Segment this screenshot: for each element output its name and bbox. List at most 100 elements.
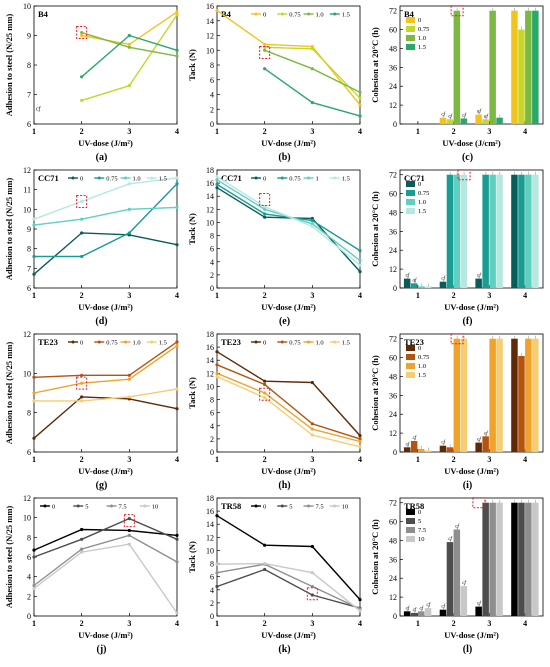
series-line [33,396,178,439]
data-point [175,13,179,17]
bar [453,529,461,616]
y-tick-label: 6 [210,573,214,582]
x-tick-label: 3 [310,127,314,136]
bar [518,502,525,616]
data-point [310,47,314,51]
bar [424,450,432,452]
legend-marker [43,504,47,508]
x-tick-label: 4 [175,291,179,300]
legend-label: 0 [263,504,266,511]
data-point [310,44,314,49]
highlight-box [123,514,135,528]
bar [453,338,461,452]
x-tick-label: 2 [80,455,84,464]
y-tick-label: 14 [206,192,214,201]
x-tick-label: 4 [358,127,362,136]
data-point [80,381,84,385]
x-tick-label: 4 [358,619,362,628]
bar [475,114,482,124]
legend-marker [143,504,147,508]
data-point [175,182,179,186]
bar [403,447,411,452]
legend-marker [280,340,284,344]
plot-frame [33,497,178,617]
x-tick-label: 1 [32,291,36,300]
legend-label: 1.5 [342,176,350,183]
highlight-box [76,376,88,390]
y-axis-label: Tack (N) [187,213,197,245]
annotation-label: cf [36,106,42,113]
bar-annotation: cf [413,436,417,441]
x-tick-label: 4 [523,291,527,300]
y-tick-label: 4 [210,91,214,100]
data-point [215,182,219,187]
data-point [175,560,179,564]
y-tick-label: 72 [389,7,397,16]
y-tick-label: 12 [389,101,397,110]
bar-annotation: cf [441,605,445,610]
bar [403,611,411,616]
data-point [80,373,84,377]
legend-label: 10 [342,504,349,511]
legend-label: 0 [263,340,266,347]
bar [525,174,532,288]
bar [460,338,468,452]
data-point [80,547,84,551]
data-point [127,533,131,537]
bar [482,502,489,616]
legend-label: 1.5 [418,44,426,51]
data-point [358,103,362,107]
data-point [358,258,362,263]
data-point [358,445,362,449]
y-tick-label: 16 [206,179,214,188]
series-line [216,372,361,443]
bar [489,10,496,125]
bar [460,118,468,124]
data-point [263,48,267,52]
y-tick-label: 4 [210,258,214,267]
x-tick-label: 4 [523,455,527,464]
x-tick-label: 3 [487,127,491,136]
panel-label: (g) [96,480,108,491]
x-tick-label: 4 [175,127,179,136]
y-tick-label: 0 [210,284,214,293]
highlight-box [259,193,271,206]
data-point [310,380,314,385]
legend-label: 0.75 [418,26,429,33]
bar [446,119,454,124]
series-line [33,517,178,558]
legend-label: 0 [263,12,266,19]
data-point [358,434,362,438]
plot-frame [33,169,178,289]
data-point [358,96,362,100]
data-point [215,174,219,179]
legend-swatch [406,536,415,542]
data-point [80,199,84,204]
plot-frame [399,169,544,289]
y-tick-label: 36 [389,63,397,72]
series-line [216,562,361,612]
bar-annotation: cf [420,606,424,611]
bar [475,278,482,288]
y-tick-label: 6 [27,553,31,562]
legend-swatch [406,35,415,41]
y-tick-label: 60 [389,190,397,199]
x-tick-label: 2 [80,291,84,300]
series-line [33,534,178,587]
data-point [358,439,362,444]
data-point [310,101,314,105]
y-tick-label: 10 [23,205,31,214]
y-tick-label: 12 [206,533,214,542]
bar-annotation: cf [406,274,410,279]
data-point [215,375,219,379]
y-tick-label: 72 [389,171,397,180]
y-tick-label: 10 [206,382,214,391]
y-tick-label: 10 [206,218,214,227]
legend-swatch [406,518,415,524]
x-axis-label: UV-dose (J/m²) [444,302,499,312]
bar [511,174,518,288]
bar [518,356,525,452]
sample-tag: B4 [221,9,232,19]
y-tick-label: 24 [389,246,397,255]
